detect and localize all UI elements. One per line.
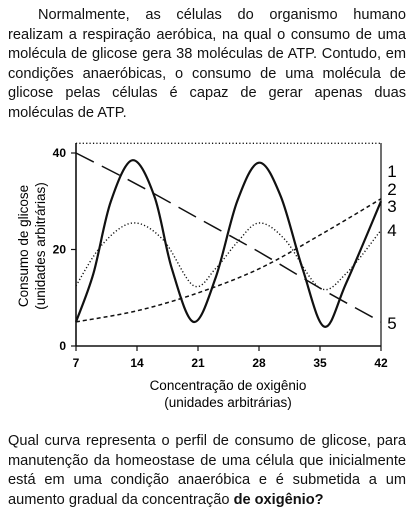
x-tick-label: 42: [374, 356, 388, 370]
curve-label-4: 4: [387, 221, 396, 240]
x-tick-label: 14: [130, 356, 144, 370]
x-tick-label: 21: [191, 356, 205, 370]
tick-marks: 7 14 21 28 35 42 0 20 40: [53, 146, 388, 370]
question-paragraph: Qual curva representa o perfil de consum…: [8, 432, 406, 510]
chart-axes: [75, 143, 382, 347]
question-text: Qual curva representa o perfil de consum…: [8, 433, 406, 508]
x-tick-label: 7: [73, 356, 80, 370]
x-tick-label: 35: [313, 356, 327, 370]
x-tick-label: 28: [252, 356, 266, 370]
curve-label-5: 5: [387, 314, 396, 333]
intro-paragraph: Normalmente, as células do organismo hum…: [8, 6, 406, 124]
glucose-chart: 7 14 21 28 35 42 0 20 40 123 4 5 Concentração de o…: [16, 142, 397, 410]
curves: [74, 142, 383, 328]
curve-label-1: 1: [387, 162, 396, 181]
y-tick-label: 20: [53, 243, 67, 257]
y-axis-label: Consumo de glicose: [16, 185, 31, 307]
x-axis-label: Concentração de oxigênio: [150, 378, 307, 393]
x-axis-sublabel: (unidades arbitrárias): [164, 395, 292, 410]
curve-2: [75, 198, 382, 323]
curve-labels: 123 4 5: [387, 162, 396, 333]
curve-4: [75, 222, 382, 291]
y-axis-sublabel: (unidades arbitrárias): [33, 182, 48, 310]
y-tick-label: 0: [59, 339, 66, 353]
curve-label-2: 2: [387, 180, 396, 199]
question-emphasis: de oxigênio?: [233, 491, 324, 508]
intro-text: Normalmente, as células do organismo hum…: [8, 7, 406, 121]
y-tick-label: 40: [53, 146, 67, 160]
curve-3: [74, 159, 383, 328]
curve-5: [75, 152, 382, 323]
curve-label-3: 3: [387, 197, 396, 216]
